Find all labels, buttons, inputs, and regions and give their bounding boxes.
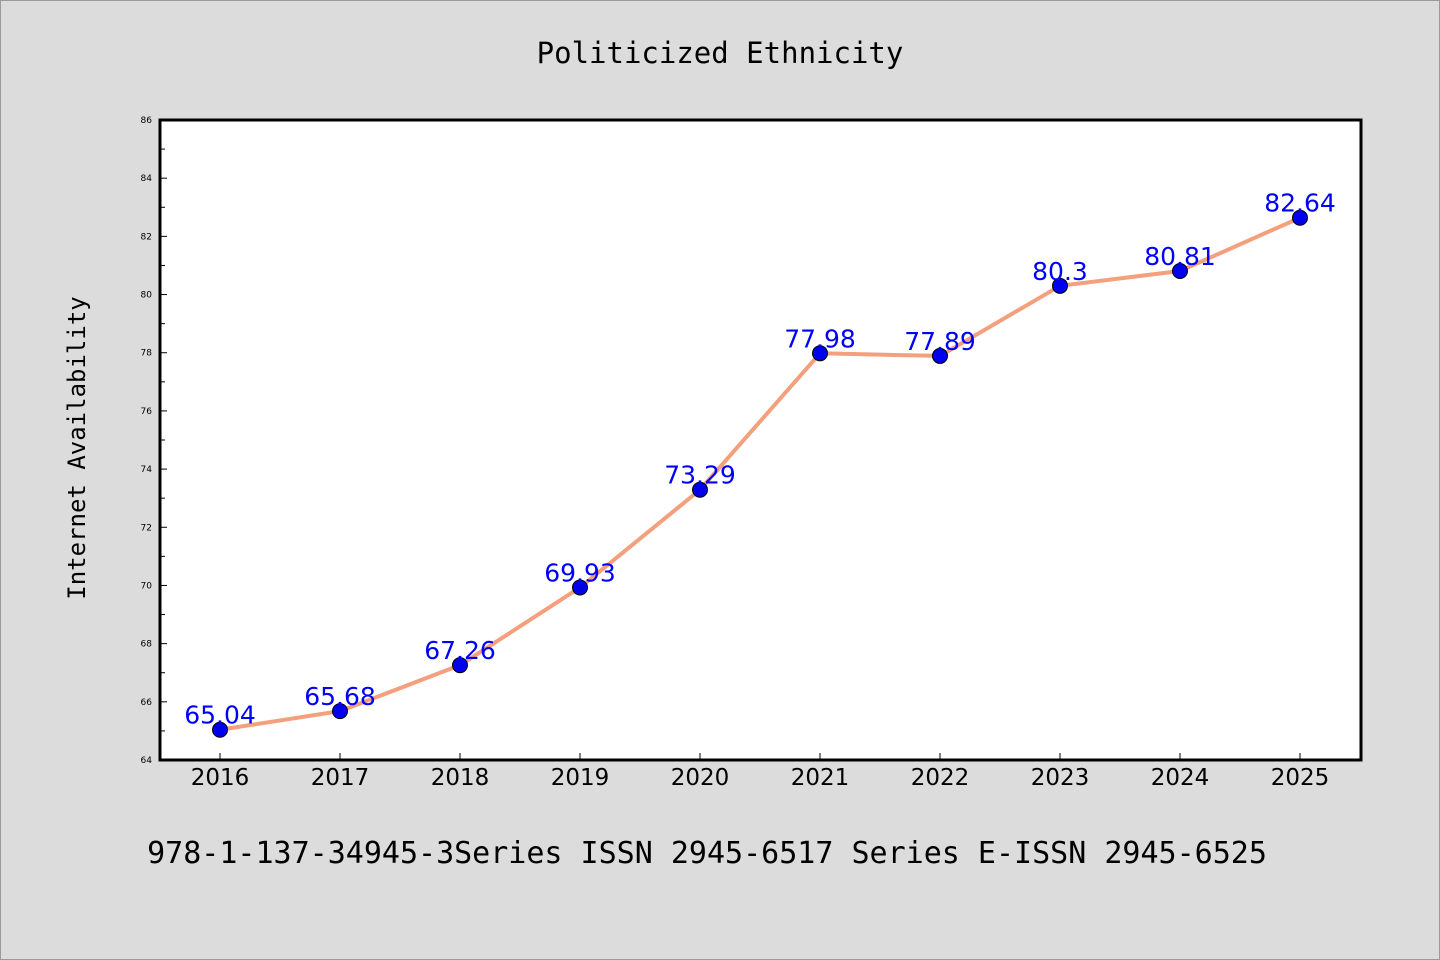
y-tick-label: 74	[141, 465, 153, 475]
data-point-marker	[1292, 209, 1308, 226]
x-tick-label: 2023	[1031, 765, 1090, 791]
x-tick-label: 2019	[551, 765, 610, 791]
data-value-label: 65.68	[304, 682, 376, 711]
series-line-group	[218, 215, 1302, 732]
data-value-label: 65.04	[184, 701, 256, 730]
y-tick-label: 68	[141, 640, 153, 650]
data-point-marker	[812, 345, 828, 362]
y-axis-label: Internet Availability	[63, 296, 91, 599]
plot-area	[158, 118, 1363, 762]
data-value-label: 77.98	[784, 324, 856, 353]
data-point-marker	[212, 721, 228, 738]
data-value-label: 73.29	[664, 461, 736, 490]
data-point-marker	[572, 579, 588, 596]
x-tick-label: 2020	[671, 765, 730, 791]
data-value-label: 80.3	[1032, 257, 1088, 286]
x-tick-label: 2024	[1151, 765, 1210, 791]
data-point-marker	[692, 481, 708, 498]
data-value-label: 82.64	[1264, 189, 1336, 218]
data-point-marker	[452, 657, 468, 674]
y-tick-label: 78	[141, 349, 153, 359]
data-value-label: 69.93	[544, 558, 616, 587]
data-point-marker	[1052, 277, 1068, 294]
data-point-marker	[932, 347, 948, 364]
y-tick-label: 70	[141, 581, 153, 591]
x-tick-label: 2017	[311, 765, 370, 791]
series-marker-group	[212, 209, 1308, 738]
data-point-marker	[332, 703, 348, 720]
y-tick-label: 76	[141, 407, 153, 417]
y-tick-label: 80	[141, 291, 153, 301]
x-tick-label: 2021	[791, 765, 850, 791]
data-label-group: 65.04 65.68 67.26 69.93 73.29 77.98 77.89 80.3 8…	[184, 189, 1336, 730]
x-tick-label: 2025	[1271, 765, 1330, 791]
y-tick-label: 64	[141, 756, 153, 766]
y-tick-label: 82	[141, 232, 152, 242]
x-tick-label: 2016	[191, 765, 250, 791]
x-tick-label: 2022	[911, 765, 970, 791]
data-value-label: 77.89	[904, 327, 976, 356]
y-tick-label: 84	[141, 174, 153, 184]
data-value-label: 80.81	[1144, 242, 1216, 271]
chart-title: Politicized Ethnicity	[537, 36, 904, 70]
y-tick-label: 66	[141, 698, 153, 708]
series-line	[218, 215, 1302, 732]
x-axis-ticks: 2016 2017 2018 2019 2020 2021 2022 2023 2024 2025	[191, 753, 1330, 791]
data-value-label: 67.26	[424, 636, 496, 665]
data-point-marker	[1172, 262, 1188, 279]
footer-isbn-text: 978-1-137-34945-3Series ISSN 2945-6517 S…	[147, 836, 1267, 871]
y-tick-label: 72	[141, 523, 152, 533]
y-tick-label: 86	[141, 116, 153, 126]
y-axis-ticks: 64 66 68 70 72 74 76 78 80 82 84 86	[141, 116, 167, 766]
x-tick-label: 2018	[431, 765, 490, 791]
